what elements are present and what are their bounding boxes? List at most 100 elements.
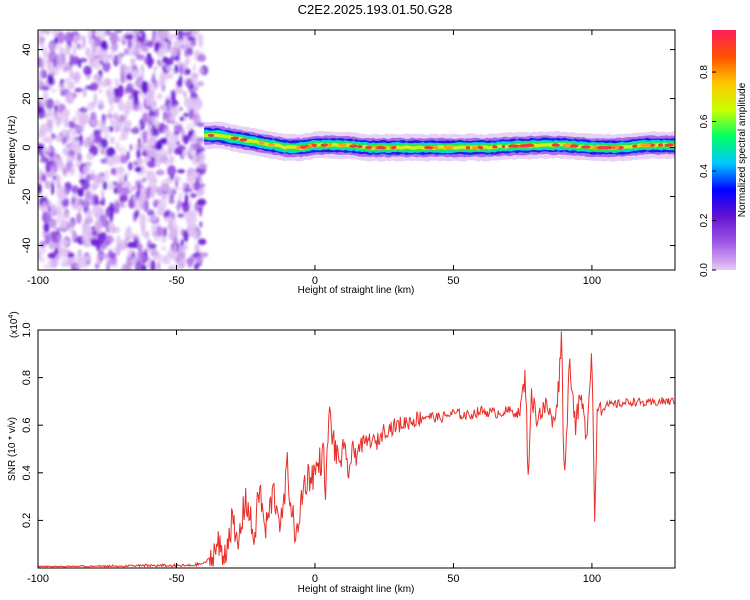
noise-blob — [96, 253, 100, 265]
noise-blob — [109, 105, 115, 111]
noise-blob — [167, 165, 177, 177]
noise-blob — [86, 152, 94, 161]
noise-blob — [184, 209, 194, 221]
noise-blob — [39, 241, 46, 248]
noise-blob — [141, 81, 149, 94]
noise-blob — [47, 257, 54, 269]
noise-blob — [151, 151, 158, 158]
noise-blob — [50, 63, 60, 77]
noise-blob — [100, 217, 107, 228]
noise-blob — [177, 61, 185, 67]
noise-blob — [118, 114, 127, 123]
noise-blob — [40, 30, 48, 34]
noise-blob — [82, 87, 87, 98]
ridge-peak — [501, 145, 506, 149]
ridge-peak — [580, 145, 592, 149]
noise-blob — [38, 56, 42, 68]
noise-blob — [151, 214, 158, 222]
noise-blob — [92, 230, 97, 236]
noise-blob — [191, 229, 200, 238]
noise-blob — [131, 30, 135, 37]
y-tick-label: 0 — [21, 144, 33, 150]
noise-blob — [168, 252, 174, 259]
noise-blob — [42, 211, 52, 224]
ridge-peak — [231, 136, 238, 140]
noise-blob — [174, 64, 179, 74]
noise-blob — [61, 138, 67, 145]
noise-blob — [67, 128, 73, 134]
noise-blob — [123, 48, 129, 56]
noise-blob — [55, 134, 63, 143]
noise-blob — [97, 30, 107, 40]
noise-blob — [198, 162, 207, 169]
noise-blob — [158, 156, 168, 163]
noise-blob — [140, 104, 144, 114]
noise-blob — [186, 257, 194, 268]
noise-blob — [60, 47, 65, 55]
noise-blob — [89, 133, 95, 143]
noise-blob — [194, 97, 203, 109]
noise-blob — [198, 67, 204, 76]
noise-blob — [197, 80, 205, 87]
noise-blob — [199, 176, 203, 186]
noise-blob — [177, 249, 187, 261]
noise-blob — [65, 136, 72, 141]
noise-blob — [139, 213, 146, 227]
noise-blob — [38, 183, 42, 195]
noise-blob — [60, 249, 69, 257]
ridge-peak — [320, 143, 329, 147]
noise-blob — [103, 130, 110, 141]
noise-blob — [125, 73, 134, 81]
noise-blob — [144, 230, 150, 240]
noise-blob — [87, 253, 91, 262]
noise-blob — [187, 77, 191, 88]
noise-blob — [168, 115, 173, 121]
ridge-peak — [239, 138, 248, 142]
noise-blob — [119, 194, 128, 203]
ridge-peak — [551, 143, 560, 147]
noise-blob — [165, 65, 173, 72]
colorbar-strip — [712, 30, 736, 270]
noise-blob — [140, 64, 145, 75]
noise-blob — [134, 42, 143, 54]
noise-blob — [187, 150, 191, 159]
noise-blob — [163, 160, 170, 165]
noise-blob — [78, 118, 85, 132]
x-tick-label: 50 — [447, 275, 459, 287]
noise-blob — [109, 31, 119, 45]
noise-blob — [168, 198, 175, 204]
ridge-peak — [375, 146, 387, 150]
noise-blob — [78, 107, 88, 113]
snr-ylabel: SNR (10 * v/v) — [7, 417, 18, 481]
noise-blob — [76, 255, 85, 262]
noise-blob — [110, 167, 116, 176]
noise-blob — [138, 123, 142, 129]
noise-blob — [139, 200, 144, 211]
noise-blob — [179, 106, 183, 111]
noise-blob — [183, 230, 189, 243]
noise-blob — [170, 34, 180, 39]
ridge-peak — [207, 133, 215, 137]
noise-blob — [170, 134, 180, 142]
noise-blob — [156, 93, 163, 100]
noise-blob — [151, 76, 156, 84]
noise-blob — [136, 148, 141, 160]
noise-blob — [173, 186, 181, 191]
noise-blob — [61, 81, 65, 91]
noise-blob — [192, 64, 196, 72]
colorbar-ticks: 0.0 0.2 0.4 0.6 0.8 — [699, 65, 716, 277]
noise-blob — [78, 236, 83, 245]
y-tick-label: 40 — [21, 43, 33, 55]
noise-blob — [58, 190, 62, 195]
noise-blob — [177, 169, 186, 174]
heatmap-ticks: -100 -50 0 50 100 -40 -20 0 20 40 — [21, 30, 675, 287]
y-tick-label: 0.6 — [21, 418, 33, 433]
noise-blob — [136, 182, 141, 192]
noise-blob — [156, 261, 161, 270]
noise-blob — [109, 209, 114, 223]
ridge-peak — [391, 146, 397, 150]
noise-blob — [78, 57, 88, 63]
noise-blob — [168, 264, 175, 270]
ridge-peak — [645, 143, 652, 147]
noise-blob — [134, 208, 140, 218]
